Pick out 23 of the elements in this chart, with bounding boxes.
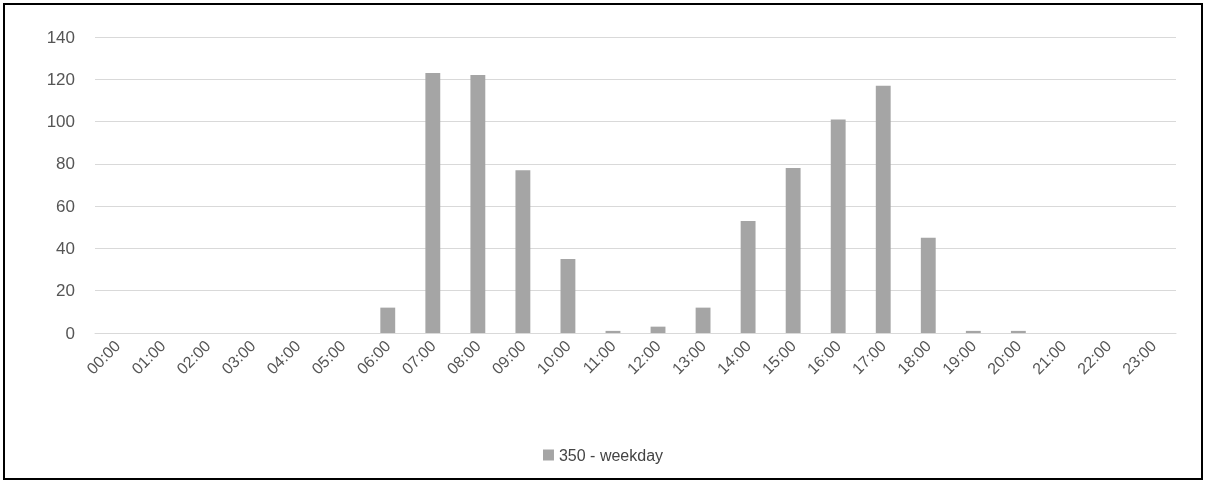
legend-label: 350 - weekday [558,446,664,464]
bar [425,72,441,333]
y-tick-label: 40 [56,238,75,258]
y-tick-label: 0 [65,323,75,343]
bar [785,168,801,333]
y-tick-label: 60 [56,196,75,216]
bar [695,307,711,333]
bar [560,259,576,333]
bar [1010,330,1026,333]
y-tick-label: 140 [46,27,75,47]
bar [920,237,936,333]
bar [830,119,846,333]
bar [740,220,756,333]
y-tick-label: 20 [56,281,75,301]
bar [875,85,891,333]
y-tick-label: 120 [46,69,75,89]
bar [380,307,396,333]
y-tick-label: 100 [46,112,75,132]
bar [515,170,531,333]
bar [605,330,621,333]
bar [965,330,981,333]
bar [470,75,486,333]
y-tick-label: 80 [56,154,75,174]
